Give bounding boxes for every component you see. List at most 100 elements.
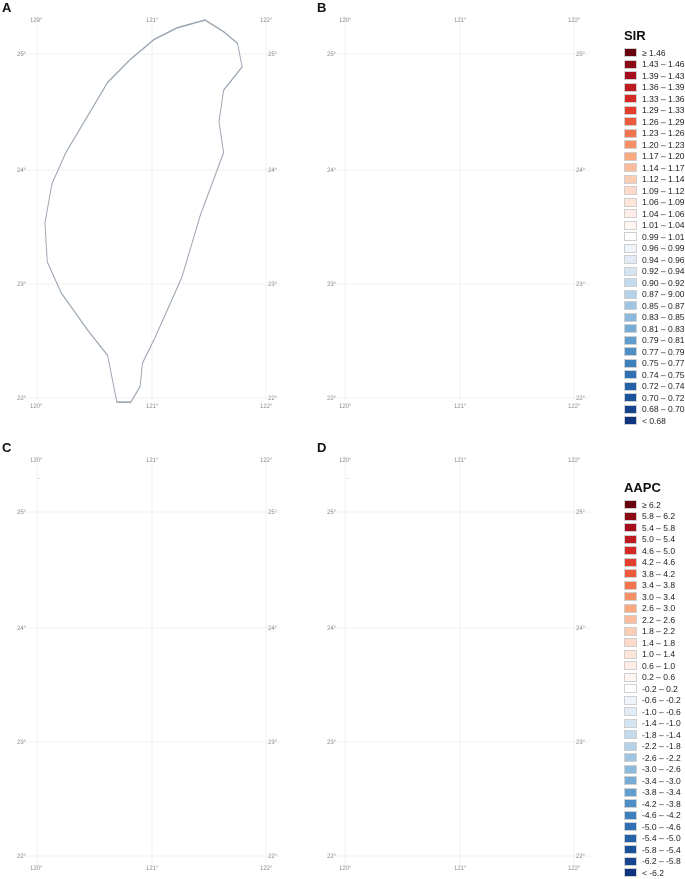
aapc-legend-swatch xyxy=(624,638,637,648)
aapc-legend-item: 1.4 – 1.8 xyxy=(624,637,684,649)
sir-legend-label: 1.23 – 1.26 xyxy=(642,128,685,139)
sir-legend-label: 0.92 – 0.94 xyxy=(642,266,685,277)
sir-legend-item: 0.96 – 0.99 xyxy=(624,243,685,255)
aapc-legend-label: 0.6 – 1.0 xyxy=(642,660,676,671)
sir-legend-swatch xyxy=(624,59,637,69)
aapc-legend-swatch xyxy=(624,603,637,613)
sir-legend-item: 1.09 – 1.12 xyxy=(624,185,685,197)
sir-legend-swatch xyxy=(624,71,637,81)
sir-legend-item: 0.72 – 0.74 xyxy=(624,381,685,393)
y-tick: 22° xyxy=(268,854,278,860)
sir-legend-label: 0.68 – 0.70 xyxy=(642,404,685,415)
sir-legend-label: 0.74 – 0.75 xyxy=(642,369,685,380)
sir-legend-item: 1.14 – 1.17 xyxy=(624,162,685,174)
sir-legend-swatch xyxy=(624,255,637,265)
x-tick: 121° xyxy=(454,866,467,872)
sir-legend-item: 1.36 – 1.39 xyxy=(624,82,685,94)
sir-legend-item: 0.94 – 0.96 xyxy=(624,254,685,266)
graticule xyxy=(18,456,280,866)
sir-legend-item: 0.77 – 0.79 xyxy=(624,346,685,358)
x-tick: 120° xyxy=(339,18,352,24)
aapc-legend-swatch xyxy=(624,684,637,694)
aapc-legend-label: -0.2 – 0.2 xyxy=(642,683,678,694)
sir-legend-label: 0.85 – 0.87 xyxy=(642,300,685,311)
sir-legend-swatch xyxy=(624,163,637,173)
sir-legend-swatch xyxy=(624,151,637,161)
sir-legend-item: 1.01 – 1.04 xyxy=(624,220,685,232)
y-tick: 24° xyxy=(327,626,337,632)
y-tick: 24° xyxy=(17,168,27,174)
sir-legend-label: 1.17 – 1.20 xyxy=(642,151,685,162)
sir-legend-swatch xyxy=(624,209,637,219)
aapc-legend-label: -1.4 – -1.0 xyxy=(642,718,681,729)
sir-legend-swatch xyxy=(624,358,637,368)
sir-legend-swatch xyxy=(624,404,637,414)
x-tick: 122° xyxy=(260,866,273,872)
aapc-legend-swatch xyxy=(624,741,637,751)
sir-legend-item: 0.79 – 0.81 xyxy=(624,335,685,347)
aapc-legend-label: -1.8 – -1.4 xyxy=(642,729,681,740)
aapc-legend-label: 1.4 – 1.8 xyxy=(642,637,676,648)
aapc-legend-swatch xyxy=(624,534,637,544)
sir-legend-item: 1.29 – 1.33 xyxy=(624,105,685,117)
y-tick: 25° xyxy=(268,52,278,58)
aapc-legend-label: 2.6 – 3.0 xyxy=(642,603,676,614)
sir-legend-label: 1.04 – 1.06 xyxy=(642,208,685,219)
sir-legend-swatch xyxy=(624,117,637,127)
sir-legend-swatch xyxy=(624,335,637,345)
aapc-legend-label: -5.0 – -4.6 xyxy=(642,821,681,832)
map-d: 120° 121° 122° 120° 121° 122° 25° 24° 23… xyxy=(327,456,590,872)
aapc-legend-label: -1.0 – -0.6 xyxy=(642,706,681,717)
aapc-legend-swatch xyxy=(624,672,637,682)
sir-legend-swatch xyxy=(624,105,637,115)
aapc-legend-label: -4.6 – -4.2 xyxy=(642,810,681,821)
aapc-legend-item: 1.0 – 1.4 xyxy=(624,649,684,661)
aapc-legend-item: -2.6 – -2.2 xyxy=(624,752,684,764)
sir-legend-swatch xyxy=(624,186,637,196)
sir-legend-item: 1.26 – 1.29 xyxy=(624,116,685,128)
sir-legend-item: 0.74 – 0.75 xyxy=(624,369,685,381)
sir-legend-label: 1.20 – 1.23 xyxy=(642,139,685,150)
panel-b: B 120° 121° 122° 120° 121° 122° 25° 24° … xyxy=(315,0,615,420)
aapc-legend-item: -5.8 – -5.4 xyxy=(624,844,684,856)
aapc-legend-label: 3.0 – 3.4 xyxy=(642,591,676,602)
aapc-legend-label: 3.4 – 3.8 xyxy=(642,580,676,591)
x-tick: 121° xyxy=(146,18,159,24)
aapc-legend-label: -3.8 – -3.4 xyxy=(642,787,681,798)
aapc-legend-label: 5.4 – 5.8 xyxy=(642,522,676,533)
y-tick: 25° xyxy=(576,510,586,516)
legend-aapc: AAPC ≥ 6.2 5.8 – 6.2 5.4 – 5.8 5.0 – 5.4 4.6… xyxy=(624,480,684,879)
y-tick: 22° xyxy=(268,396,278,402)
sir-legend-swatch xyxy=(624,416,637,426)
aapc-legend-swatch xyxy=(624,592,637,602)
aapc-legend-label: 2.2 – 2.6 xyxy=(642,614,676,625)
aapc-legend-item: -3.4 – -3.0 xyxy=(624,775,684,787)
x-tick: 120° xyxy=(339,866,352,872)
sir-legend-item: 0.83 – 0.85 xyxy=(624,312,685,324)
x-tick: 121° xyxy=(454,18,467,24)
sir-legend-item: 1.43 – 1.46 xyxy=(624,59,685,71)
sir-legend-item: 1.17 – 1.20 xyxy=(624,151,685,163)
aapc-legend-swatch xyxy=(624,580,637,590)
aapc-legend-swatch xyxy=(624,822,637,832)
sir-legend-swatch xyxy=(624,289,637,299)
sir-legend-label: 1.29 – 1.33 xyxy=(642,105,685,116)
sir-legend-item: 0.70 – 0.72 xyxy=(624,392,685,404)
aapc-legend-label: 0.2 – 0.6 xyxy=(642,672,676,683)
x-tick: 120° xyxy=(339,458,352,464)
y-tick: 23° xyxy=(17,282,27,288)
aapc-legend-item: 2.6 – 3.0 xyxy=(624,603,684,615)
sir-legend-swatch xyxy=(624,266,637,276)
sir-legend-swatch xyxy=(624,94,637,104)
aapc-legend-item: -1.4 – -1.0 xyxy=(624,718,684,730)
axis-ticks: 120° 121° 122° 120° 121° 122° 25° 24° 23… xyxy=(327,18,586,410)
sir-legend-swatch xyxy=(624,232,637,242)
taiwan-choropleth-aapc xyxy=(38,478,39,479)
sir-legend-swatch xyxy=(624,174,637,184)
panel-d-label: D xyxy=(317,440,327,455)
x-tick: 122° xyxy=(568,18,581,24)
sir-legend-label: 0.70 – 0.72 xyxy=(642,392,685,403)
sir-legend-swatch xyxy=(624,324,637,334)
x-tick: 120° xyxy=(30,404,43,410)
x-tick: 121° xyxy=(146,404,159,410)
